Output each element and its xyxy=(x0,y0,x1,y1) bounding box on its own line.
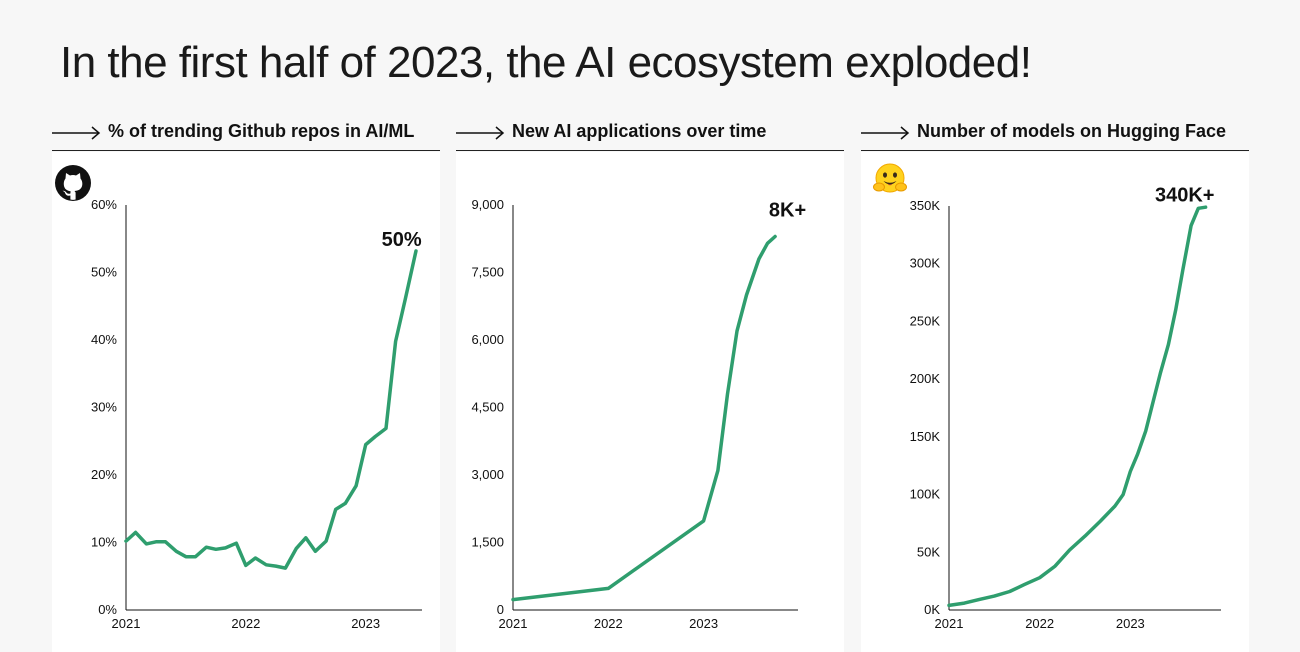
chart-title: New AI applications over time xyxy=(512,121,767,141)
y-tick-label: 50K xyxy=(917,544,940,559)
y-tick-label: 0% xyxy=(98,602,117,617)
y-tick-label: 6,000 xyxy=(471,332,504,347)
series-line xyxy=(511,234,777,602)
x-tick-label: 2022 xyxy=(1025,616,1054,631)
y-tick-label: 0K xyxy=(924,602,940,617)
y-tick-label: 7,500 xyxy=(471,265,504,280)
chart-area: 0 1,500 3,000 4,500 6,000 7,500 9,000 2021 2022 2… xyxy=(456,152,844,652)
y-tick-label: 60% xyxy=(91,197,117,212)
chart-panel-ai-apps: New AI applications over time 0 1,500 3,00… xyxy=(456,118,844,652)
y-tick-label: 150K xyxy=(910,429,941,444)
y-tick-label: 3,000 xyxy=(471,467,504,482)
x-tick-label: 2022 xyxy=(231,616,260,631)
y-tick-label: 100K xyxy=(910,487,941,502)
x-tick-label: 2023 xyxy=(1116,616,1145,631)
x-tick-label: 2023 xyxy=(351,616,380,631)
y-tick-label: 350K xyxy=(910,198,941,213)
y-tick-label: 1,500 xyxy=(471,535,504,550)
x-tick-label: 2021 xyxy=(499,616,528,631)
line-chart-hugging-face: 0K 50K 100K 150K 200K 250K 300K 350K 2021 2022 202… xyxy=(910,184,1221,631)
hugging-face-icon xyxy=(871,160,909,203)
data-label: 8K+ xyxy=(769,200,806,222)
page-headline: In the first half of 2023, the AI ecosys… xyxy=(60,38,1032,87)
y-tick-label: 9,000 xyxy=(471,197,504,212)
y-tick-label: 20% xyxy=(91,467,117,482)
y-tick-label: 10% xyxy=(91,535,117,550)
series-line xyxy=(124,249,418,570)
panel-header: New AI applications over time xyxy=(456,118,844,151)
x-tick-label: 2021 xyxy=(935,616,964,631)
data-label: 340K+ xyxy=(1155,184,1215,206)
y-tick-label: 250K xyxy=(910,313,941,328)
arrow-right-icon xyxy=(861,126,910,140)
y-tick-label: 40% xyxy=(91,332,117,347)
line-chart-ai-apps: 0 1,500 3,000 4,500 6,000 7,500 9,000 2021 2022 2… xyxy=(471,197,806,631)
series-line xyxy=(947,205,1208,608)
chart-area: 0% 10% 20% 30% 40% 50% 60% 2021 2022 2023 50% xyxy=(52,152,440,652)
y-tick-label: 200K xyxy=(910,371,941,386)
chart-panel-hugging-face: Number of models on Hugging Face 0K 50K 10… xyxy=(861,118,1249,652)
github-icon xyxy=(54,164,92,207)
panel-header: % of trending Github repos in AI/ML xyxy=(52,118,440,151)
chart-area: 0K 50K 100K 150K 200K 250K 300K 350K 2021 2022 202… xyxy=(861,152,1249,652)
arrow-right-icon xyxy=(52,126,101,140)
y-tick-label: 0 xyxy=(497,602,504,617)
line-chart-github: 0% 10% 20% 30% 40% 50% 60% 2021 2022 2023 50% xyxy=(91,197,422,631)
chart-title: Number of models on Hugging Face xyxy=(917,121,1227,141)
y-tick-label: 30% xyxy=(91,400,117,415)
chart-title: % of trending Github repos in AI/ML xyxy=(108,121,415,141)
data-label: 50% xyxy=(382,229,422,251)
arrow-right-icon xyxy=(456,126,505,140)
chart-panel-github: % of trending Github repos in AI/ML 0% 10… xyxy=(52,118,440,652)
y-tick-label: 4,500 xyxy=(471,400,504,415)
x-tick-label: 2021 xyxy=(112,616,141,631)
panel-header: Number of models on Hugging Face xyxy=(861,118,1249,151)
x-tick-label: 2023 xyxy=(689,616,718,631)
y-tick-label: 300K xyxy=(910,256,941,271)
y-tick-label: 50% xyxy=(91,265,117,280)
x-tick-label: 2022 xyxy=(594,616,623,631)
